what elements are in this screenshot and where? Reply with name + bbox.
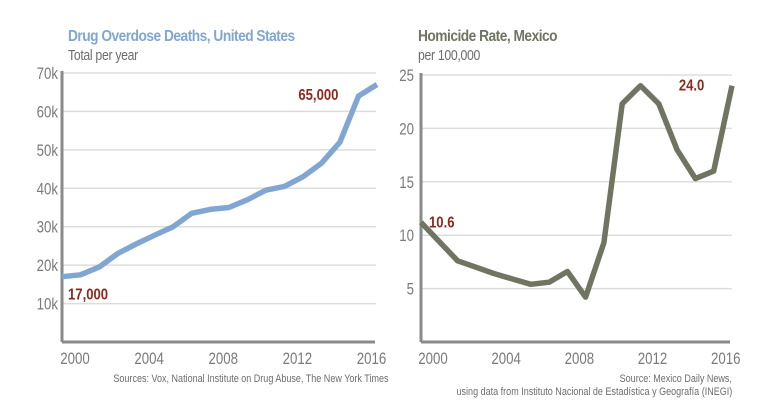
series-line — [419, 82, 735, 300]
homicide-chart-subtitle: per 100,000 — [418, 47, 481, 64]
y-tick-label: 20 — [399, 120, 414, 139]
data-label: 24.0 — [679, 78, 705, 95]
x-tick-label: 2016 — [357, 350, 386, 369]
data-label: 10.6 — [429, 214, 455, 231]
homicide-chart-source-line2: using data from Instituto Nacional de Es… — [456, 386, 732, 398]
y-tick-label: 5 — [407, 280, 414, 299]
y-tick-label: 50k — [37, 141, 59, 160]
data-label: 65,000 — [298, 87, 338, 104]
homicide-chart-title: Homicide Rate, Mexico — [418, 28, 558, 45]
series-line — [61, 82, 379, 280]
x-tick-label: 2000 — [60, 350, 89, 369]
x-tick-label: 2016 — [711, 350, 740, 369]
y-tick-label: 25 — [399, 67, 414, 86]
homicide-chart: 5 10 15 20 25 2000 2004 2008 2012 2016 10.6 24.0 — [399, 67, 740, 369]
y-tick-label: 20k — [37, 257, 59, 276]
x-tick-label: 2012 — [638, 350, 667, 369]
x-tick-label: 2008 — [565, 350, 594, 369]
y-tick-label: 60k — [37, 103, 59, 122]
overdose-chart-title: Drug Overdose Deaths, United States — [68, 28, 295, 45]
y-tick-label: 10k — [37, 295, 59, 314]
overdose-chart-panel: Drug Overdose Deaths, United States Tota… — [37, 28, 388, 385]
y-tick-label: 10 — [399, 227, 414, 246]
y-tick-label: 30k — [37, 218, 59, 237]
x-tick-label: 2008 — [208, 350, 237, 369]
y-tick-label: 15 — [399, 173, 414, 192]
y-tick-label: 40k — [37, 180, 59, 199]
x-tick-label: 2000 — [418, 350, 447, 369]
homicide-chart-panel: Homicide Rate, Mexico per 100,000 5 10 15 2… — [390, 0, 770, 405]
overdose-chart-source: Sources: Vox, National Institute on Drug… — [112, 373, 388, 385]
x-tick-label: 2004 — [134, 350, 164, 369]
homicide-chart-source-line1: Source: Mexico Daily News, — [619, 373, 732, 385]
overdose-chart: 10k 20k 30k 40k 50k 60k 70k 2000 2004 2008 2012 201… — [37, 65, 387, 369]
y-tick-label: 70k — [37, 65, 59, 84]
x-tick-label: 2012 — [283, 350, 312, 369]
data-label: 17,000 — [68, 287, 108, 304]
x-tick-label: 2004 — [491, 350, 521, 369]
overdose-chart-subtitle: Total per year — [68, 47, 138, 64]
